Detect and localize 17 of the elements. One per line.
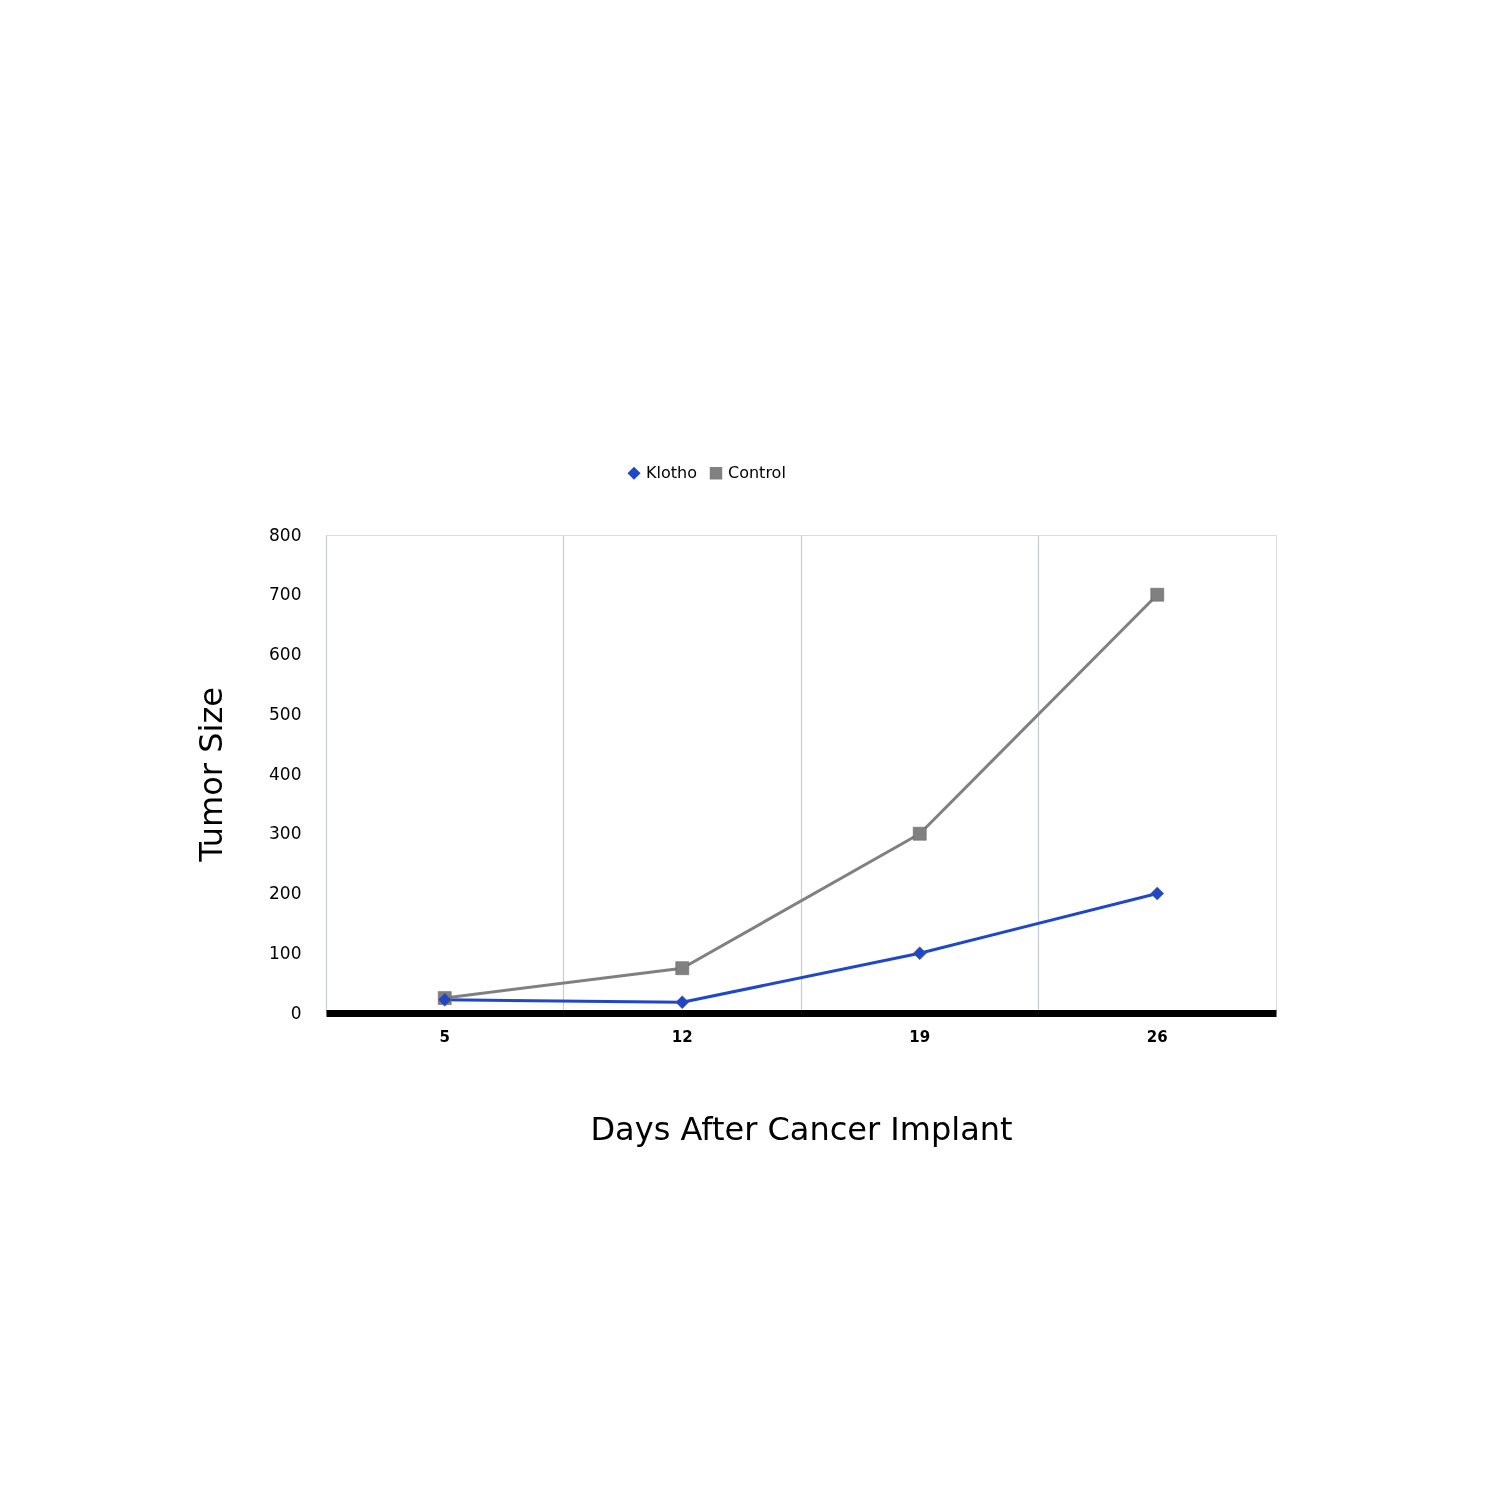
legend-label: Control	[728, 463, 786, 483]
y-axis-title: Tumor Size	[192, 687, 231, 863]
y-tick-label: 800	[269, 524, 302, 545]
y-tick-label: 500	[269, 703, 302, 724]
y-tick-label: 700	[269, 584, 302, 605]
x-tick-label: 19	[909, 1027, 931, 1046]
x-tick-label: 26	[1146, 1027, 1168, 1046]
legend-label: Klotho	[646, 463, 697, 483]
x-tick-label: 5	[439, 1027, 450, 1046]
y-tick-label: 600	[269, 644, 302, 664]
y-tick-label: 100	[269, 942, 302, 963]
y-tick-label: 400	[269, 763, 302, 784]
x-axis-title: Days After Cancer Implant	[590, 1109, 1013, 1148]
y-tick-label: 0	[290, 1002, 302, 1023]
y-tick-label: 300	[269, 823, 302, 844]
y-tick-label: 200	[269, 883, 302, 903]
x-tick-label: 12	[671, 1027, 693, 1046]
